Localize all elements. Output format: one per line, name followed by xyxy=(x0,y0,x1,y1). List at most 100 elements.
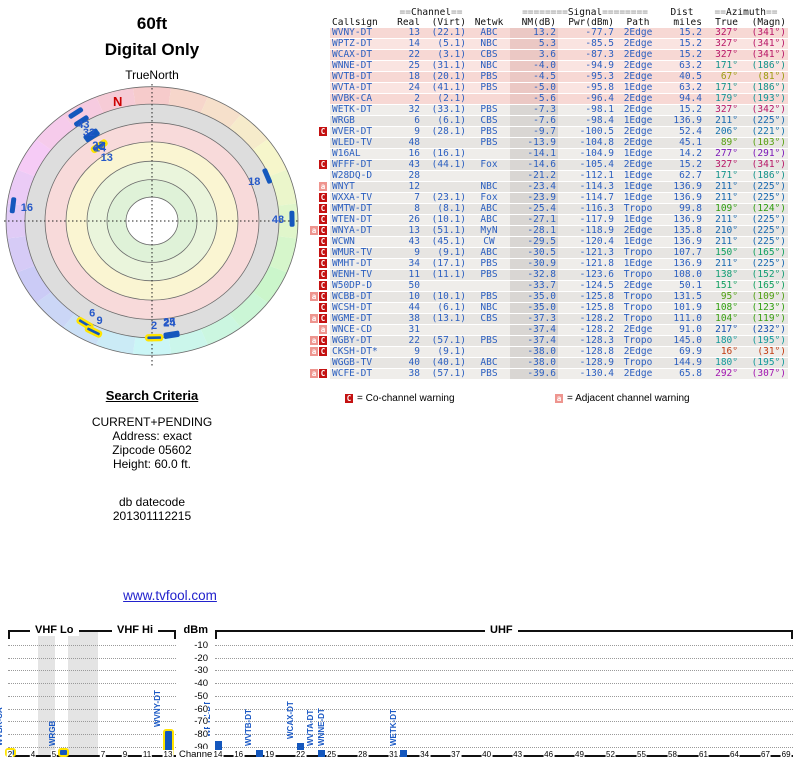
channel-tick-label: 49 xyxy=(574,750,585,759)
radar-marker-label: 9 xyxy=(97,315,103,327)
col-real: Real xyxy=(397,18,420,28)
vhf-hi-label: VHF Hi xyxy=(112,624,159,636)
warning-markers xyxy=(304,93,330,105)
gridline xyxy=(215,645,793,646)
warning-markers: C xyxy=(304,126,330,138)
adjacent-warning-icon: a xyxy=(310,292,318,301)
table-row: WCAX-DT 22 (3.1) CBS 3.6 -87.3 2Edge 15.2 327° (3… xyxy=(304,49,788,61)
azimuth-true-cell: 327° xyxy=(715,49,738,60)
bar-callsign-label: WVTB-DT xyxy=(244,709,254,746)
warning-markers xyxy=(304,148,330,160)
radar-marker-label: 16 xyxy=(21,202,33,214)
warning-markers: C xyxy=(304,280,330,292)
warning-markers xyxy=(304,60,330,72)
azimuth-magn-cell: (342°) xyxy=(751,104,786,115)
gridline xyxy=(215,695,793,697)
channel-tick-label: 31 xyxy=(388,750,400,759)
gridline xyxy=(8,645,176,646)
azimuth-true-cell: 211° xyxy=(715,115,738,126)
gridline xyxy=(8,708,176,710)
callsign-cell: CKSH-DT* xyxy=(332,346,378,357)
azimuth-true-cell: 171° xyxy=(715,60,738,71)
gridline xyxy=(215,670,793,672)
co-channel-warning-icon: C xyxy=(319,270,327,279)
warning-markers: C xyxy=(304,159,330,171)
db-datecode-label: db datecode xyxy=(118,495,186,509)
adjacent-channel-legend: a = Adjacent channel warning xyxy=(555,393,690,404)
radar-marker-label: 48 xyxy=(272,214,284,226)
gridline xyxy=(215,746,793,748)
mode-label: Digital Only xyxy=(104,40,200,59)
azimuth-true-cell: 292° xyxy=(715,368,738,379)
gridline xyxy=(8,657,176,659)
co-channel-warning-icon: C xyxy=(319,215,327,224)
azimuth-magn-cell: (341°) xyxy=(751,49,786,60)
table-row: C WENH-TV 11 (11.1) PBS -32.8 -123.6 Tropo 108.0… xyxy=(304,269,788,281)
search-criteria-line: Address: exact xyxy=(112,429,192,443)
callsign-cell: WGGB-TV xyxy=(332,357,373,368)
channel-tick-label: 2 xyxy=(6,750,14,759)
dist-group-header: Dist xyxy=(670,8,694,18)
col-netwk: Netwk xyxy=(474,18,504,28)
gridline xyxy=(8,746,176,748)
callsign-cell: WCSH-DT xyxy=(332,302,373,313)
gridline xyxy=(215,708,793,710)
signal-bar xyxy=(317,750,325,757)
table-row: W16AL 16 (16.1) -14.1 -104.9 1Edge 14.2 277° (29… xyxy=(304,148,788,160)
channel-tick-label: 34 xyxy=(419,750,431,759)
radar-marker xyxy=(74,115,89,127)
signal-table: ==Channel== ========Signal======== Dist … xyxy=(304,8,788,380)
channel-tick-label: 22 xyxy=(295,750,307,759)
co-channel-warning-icon: C xyxy=(345,393,353,403)
callsign-cell: WNYT xyxy=(332,181,355,192)
uhf-label: UHF xyxy=(485,624,518,636)
warning-markers xyxy=(304,115,330,127)
warning-markers xyxy=(304,82,330,94)
gridline xyxy=(215,683,793,685)
tvfool-link[interactable]: www.tvfool.com xyxy=(123,588,217,603)
azimuth-true-cell: 108° xyxy=(715,302,738,313)
gridline xyxy=(215,721,793,723)
search-criteria-title: Search Criteria xyxy=(105,388,199,403)
co-channel-warning-icon: C xyxy=(319,259,327,268)
radar-marker-label: 25 xyxy=(163,316,175,328)
callsign-cell: WVBK-CA xyxy=(332,93,373,104)
channel-tick-label: 40 xyxy=(481,750,493,759)
warning-markers: C xyxy=(304,258,330,270)
channel-tick-label: 7 xyxy=(99,750,107,759)
table-row: WVTA-DT 24 (41.1) PBS -5.0 -95.8 1Edge 63.2 171°… xyxy=(304,82,788,94)
table-row: WRGB 6 (6.1) CBS -7.6 -98.4 1Edge 136.9 211° (225… xyxy=(304,115,788,127)
adjacent-warning-icon: a xyxy=(310,314,318,323)
radar-marker-label: 6 xyxy=(89,308,95,320)
azimuth-true-cell: 104° xyxy=(715,313,738,324)
adjacent-warning-icon: a xyxy=(555,393,563,403)
channel-tick-label: 11 xyxy=(141,750,153,759)
channel-tick-label: 64 xyxy=(729,750,740,759)
bar-callsign-label: WCAX-DT xyxy=(285,701,295,740)
channel-tick-label: 4 xyxy=(29,750,37,759)
gridline xyxy=(8,695,176,697)
callsign-cell: WTEN-DT xyxy=(332,214,373,225)
callsign-cell: WLED-TV xyxy=(332,137,373,148)
gridline xyxy=(8,733,176,735)
co-channel-warning-icon: C xyxy=(319,303,327,312)
azimuth-magn-cell: (225°) xyxy=(751,258,786,269)
table-row: WETK-DT 32 (33.1) PBS -7.3 -98.1 2Edge 15.2 327°… xyxy=(304,104,788,116)
callsign-cell: W28DQ-D xyxy=(332,170,373,181)
dbm-tick-label: -90 xyxy=(176,741,208,753)
azimuth-true-cell: 109° xyxy=(715,203,738,214)
channel-tick-label: 67 xyxy=(760,750,771,759)
bar-callsign-label: WVTA-DT xyxy=(306,709,316,746)
callsign-cell: W16AL xyxy=(332,148,361,159)
true-north-label: TrueNorth xyxy=(125,68,179,82)
azimuth-true-cell: 211° xyxy=(715,192,738,203)
co-channel-warning-icon: C xyxy=(319,347,327,356)
table-row: WVTB-DT 18 (20.1) PBS -4.5 -95.3 2Edge 40.5 67°(… xyxy=(304,71,788,83)
channel-tick-label: 16 xyxy=(233,750,245,759)
azimuth-true-cell: 179° xyxy=(715,93,738,104)
radar-marker xyxy=(84,325,103,338)
azimuth-magn-cell: (124°) xyxy=(751,203,786,214)
bar-callsign-label: WETK-DT xyxy=(388,709,398,746)
